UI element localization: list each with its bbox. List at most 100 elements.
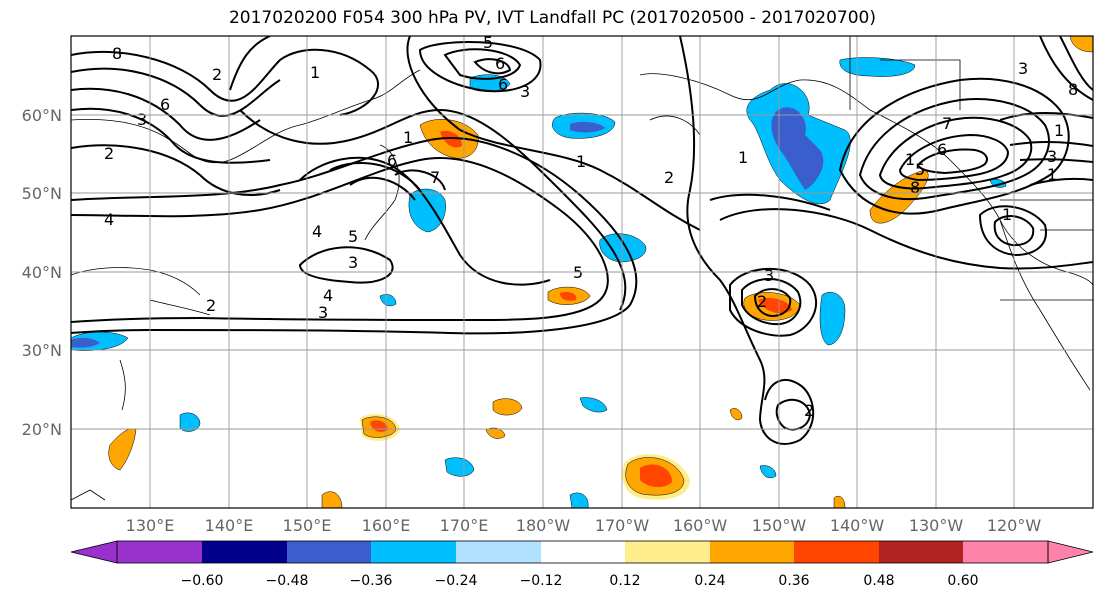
lon-label: 170°W — [595, 516, 650, 535]
gridlines — [71, 36, 1093, 508]
contour-labels: 8 6 3 2 4 1 6 5 6 3 1 6 7 4 5 3 4 2 3 5 … — [104, 33, 1078, 420]
contour-label: 1 — [1002, 205, 1012, 224]
lon-label: 170°E — [440, 516, 489, 535]
contour-label: 3 — [137, 110, 147, 129]
contour-label: 2 — [104, 144, 114, 163]
map-frame — [70, 35, 1094, 509]
colorbar-segment — [456, 541, 541, 563]
colorbar-ticks: −0.60 −0.48 −0.36 −0.24 −0.12 0.12 0.24 … — [181, 573, 979, 589]
contour-label: 1 — [310, 63, 320, 82]
positive-pv-core — [758, 298, 792, 314]
contour-label: 1 — [1047, 165, 1057, 184]
contour-label: 3 — [1047, 147, 1057, 166]
contour-label: 2 — [804, 401, 814, 420]
negative-pv-core — [71, 337, 100, 348]
contour-label: 6 — [387, 151, 397, 170]
positive-pv-area — [485, 427, 506, 439]
negative-pv-area — [599, 233, 647, 263]
colorbar-extend-high — [1047, 540, 1094, 564]
contour-label: 1 — [905, 150, 915, 169]
positive-pv-area — [1069, 36, 1093, 53]
contour-label: 8 — [910, 178, 920, 197]
contour-label: 6 — [495, 54, 505, 73]
colorbar-segment — [710, 541, 794, 563]
contour-label: 1 — [576, 152, 586, 171]
colorbar-segment — [541, 541, 625, 563]
contour-label: 3 — [1018, 59, 1028, 78]
negative-pv-area — [839, 57, 916, 77]
colorbar: −0.60 −0.48 −0.36 −0.24 −0.12 0.12 0.24 … — [70, 540, 1094, 589]
contour-label: 3 — [318, 303, 328, 322]
colorbar-segment — [202, 541, 287, 563]
contour-label: 6 — [937, 140, 947, 159]
colorbar-tick-label: 0.48 — [863, 573, 894, 589]
positive-pv-area — [108, 428, 137, 471]
contour-label: 3 — [764, 266, 774, 285]
contour-label: 8 — [1068, 80, 1078, 99]
negative-pv-core — [771, 107, 824, 190]
lat-label: 60°N — [22, 106, 62, 125]
contour-label: 4 — [312, 222, 322, 241]
contour-label: 5 — [915, 160, 925, 179]
lat-label: 50°N — [22, 184, 62, 203]
contour-label: 2 — [212, 65, 222, 84]
negative-pv-area — [579, 397, 608, 413]
colorbar-tick-label: 0.12 — [609, 573, 640, 589]
negative-pv-area — [444, 457, 475, 477]
colorbar-segment — [963, 541, 1048, 563]
colorbar-segment — [287, 541, 371, 563]
pv-contours — [71, 36, 1093, 445]
positive-pv-core — [640, 464, 672, 488]
colorbar-tick-label: −0.36 — [350, 573, 393, 589]
positive-pv-core — [440, 130, 462, 148]
colorbar-tick-label: 0.36 — [778, 573, 809, 589]
lon-label: 130°E — [126, 516, 175, 535]
colorbar-tick-label: −0.48 — [266, 573, 309, 589]
colorbar-segment — [879, 541, 963, 563]
colorbar-tick-label: −0.24 — [435, 573, 478, 589]
positive-pv-area — [321, 491, 343, 508]
lon-label: 140°W — [830, 516, 885, 535]
contour-label: 5 — [483, 33, 493, 52]
lon-label: 160°E — [362, 516, 411, 535]
lon-label: 160°W — [673, 516, 728, 535]
colorbar-extend-low — [70, 540, 118, 564]
positive-pv-area — [833, 495, 846, 508]
negative-pv-area — [379, 294, 397, 307]
contour-label: 4 — [104, 210, 114, 229]
pv-shading — [71, 36, 1093, 508]
lon-label: 130°W — [909, 516, 964, 535]
contour-label: 3 — [520, 82, 530, 101]
contour-label: 5 — [348, 227, 358, 246]
contour-label: 1 — [738, 148, 748, 167]
colorbar-segment — [117, 541, 202, 563]
positive-pv-area — [729, 408, 743, 421]
negative-pv-area — [179, 412, 201, 432]
contour-label: 2 — [664, 168, 674, 187]
negative-pv-area — [569, 492, 589, 508]
lon-label: 180°W — [516, 516, 571, 535]
lat-label: 40°N — [22, 263, 62, 282]
colorbar-tick-label: −0.60 — [181, 573, 224, 589]
contour-label: 8 — [112, 44, 122, 63]
contour-label: 1 — [403, 128, 413, 147]
contour-label: 6 — [498, 75, 508, 94]
lon-label: 120°W — [987, 516, 1042, 535]
colorbar-tick-label: 0.24 — [694, 573, 725, 589]
latitude-labels: 60°N 50°N 40°N 30°N 20°N — [22, 106, 62, 439]
negative-pv-area — [759, 465, 777, 479]
map-title: 2017020200 F054 300 hPa PV, IVT Landfall… — [228, 8, 876, 28]
map-panel: 8 6 3 2 4 1 6 5 6 3 1 6 7 4 5 3 4 2 3 5 … — [71, 33, 1093, 508]
contour-label: 7 — [430, 168, 440, 187]
negative-pv-core — [570, 121, 605, 133]
colorbar-frame — [116, 540, 1049, 564]
contour-label: 2 — [206, 296, 216, 315]
contour-label: 7 — [942, 114, 952, 133]
positive-pv-core — [560, 291, 577, 301]
negative-pv-area — [408, 188, 446, 233]
lon-label: 140°E — [205, 516, 254, 535]
colorbar-tick-label: −0.12 — [520, 573, 563, 589]
lon-label: 150°W — [752, 516, 807, 535]
contour-label: 1 — [1054, 121, 1064, 140]
